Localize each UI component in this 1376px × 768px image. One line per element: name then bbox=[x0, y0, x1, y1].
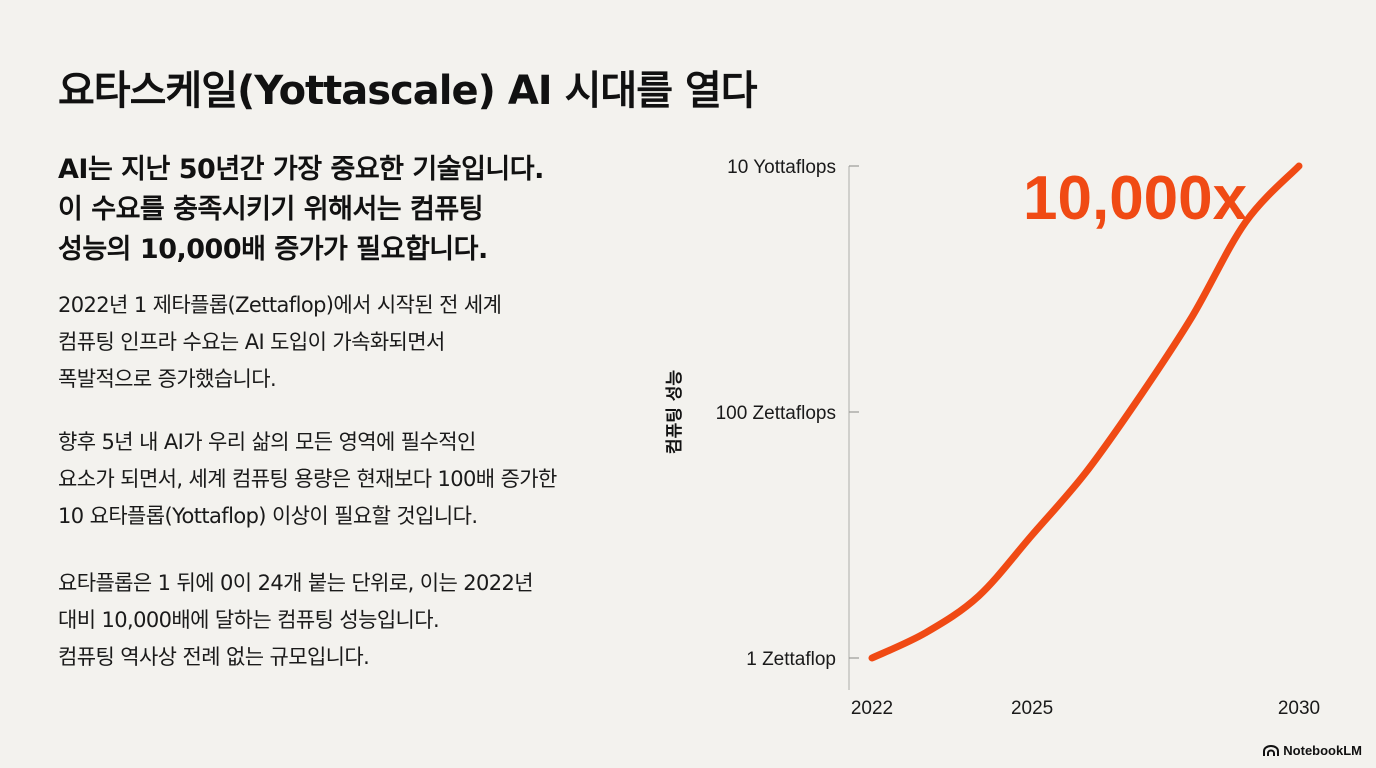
headline-line: 성능의 10,000배 증가가 필요합니다. bbox=[58, 234, 488, 265]
paragraph-line: 향후 5년 내 AI가 우리 삶의 모든 영역에 필수적인 bbox=[58, 430, 476, 454]
notebooklm-brand: NotebookLM bbox=[1263, 743, 1362, 758]
paragraph-line: 폭발적으로 증가했습니다. bbox=[58, 367, 277, 391]
y-axis-label: 컴퓨팅 성능 bbox=[664, 370, 685, 454]
paragraph-line: 2022년 1 제타플롭(Zettaflop)에서 시작된 전 세계 bbox=[58, 293, 502, 317]
paragraph-demand-history: 2022년 1 제타플롭(Zettaflop)에서 시작된 전 세계 컴퓨팅 인… bbox=[58, 287, 658, 398]
page-title: 요타스케일(Yottascale) AI 시대를 열다 bbox=[58, 68, 758, 114]
paragraph-line: 요타플롭은 1 뒤에 0이 24개 붙는 단위로, 이는 2022년 bbox=[58, 571, 534, 595]
growth-curve-line bbox=[868, 162, 1303, 662]
paragraph-line: 컴퓨팅 인프라 수요는 AI 도입이 가속화되면서 bbox=[58, 330, 445, 354]
paragraph-line: 대비 10,000배에 달하는 컴퓨팅 성능입니다. bbox=[58, 608, 440, 632]
growth-multiplier-annotation: 10,000x bbox=[1023, 164, 1248, 233]
paragraph-line: 요소가 되면서, 세계 컴퓨팅 용량은 현재보다 100배 증가한 bbox=[58, 467, 557, 491]
x-tick-label: 2025 bbox=[1011, 698, 1053, 719]
paragraph-future-capacity: 향후 5년 내 AI가 우리 삶의 모든 영역에 필수적인 요소가 되면서, 세… bbox=[58, 424, 658, 535]
paragraph-line: 10 요타플롭(Yottaflop) 이상이 필요할 것입니다. bbox=[58, 504, 478, 528]
notebooklm-logo-icon bbox=[1263, 744, 1280, 756]
y-tick-label: 100 Zettaflops bbox=[716, 403, 836, 424]
x-tick-label: 2022 bbox=[851, 698, 893, 719]
y-tick-label: 10 Yottaflops bbox=[727, 157, 836, 178]
x-axis-ticks: 2022 2025 2030 bbox=[851, 698, 1320, 719]
compute-growth-chart: 1 Zettaflop 100 Zettaflops 10 Yottaflops 2… bbox=[664, 157, 1320, 719]
x-tick-label: 2030 bbox=[1278, 698, 1320, 719]
brand-label: NotebookLM bbox=[1283, 743, 1362, 758]
headline-line: 이 수요를 충족시키기 위해서는 컴퓨팅 bbox=[58, 194, 484, 225]
headline: AI는 지난 50년간 가장 중요한 기술입니다. 이 수요를 충족시키기 위해… bbox=[58, 150, 658, 270]
headline-line: AI는 지난 50년간 가장 중요한 기술입니다. bbox=[58, 154, 544, 185]
paragraph-yottaflop-definition: 요타플롭은 1 뒤에 0이 24개 붙는 단위로, 이는 2022년 대비 10… bbox=[58, 565, 658, 676]
y-axis-ticks: 1 Zettaflop 100 Zettaflops 10 Yottaflops bbox=[716, 157, 859, 670]
y-tick-label: 1 Zettaflop bbox=[746, 649, 836, 670]
paragraph-line: 컴퓨팅 역사상 전례 없는 규모입니다. bbox=[58, 645, 370, 669]
